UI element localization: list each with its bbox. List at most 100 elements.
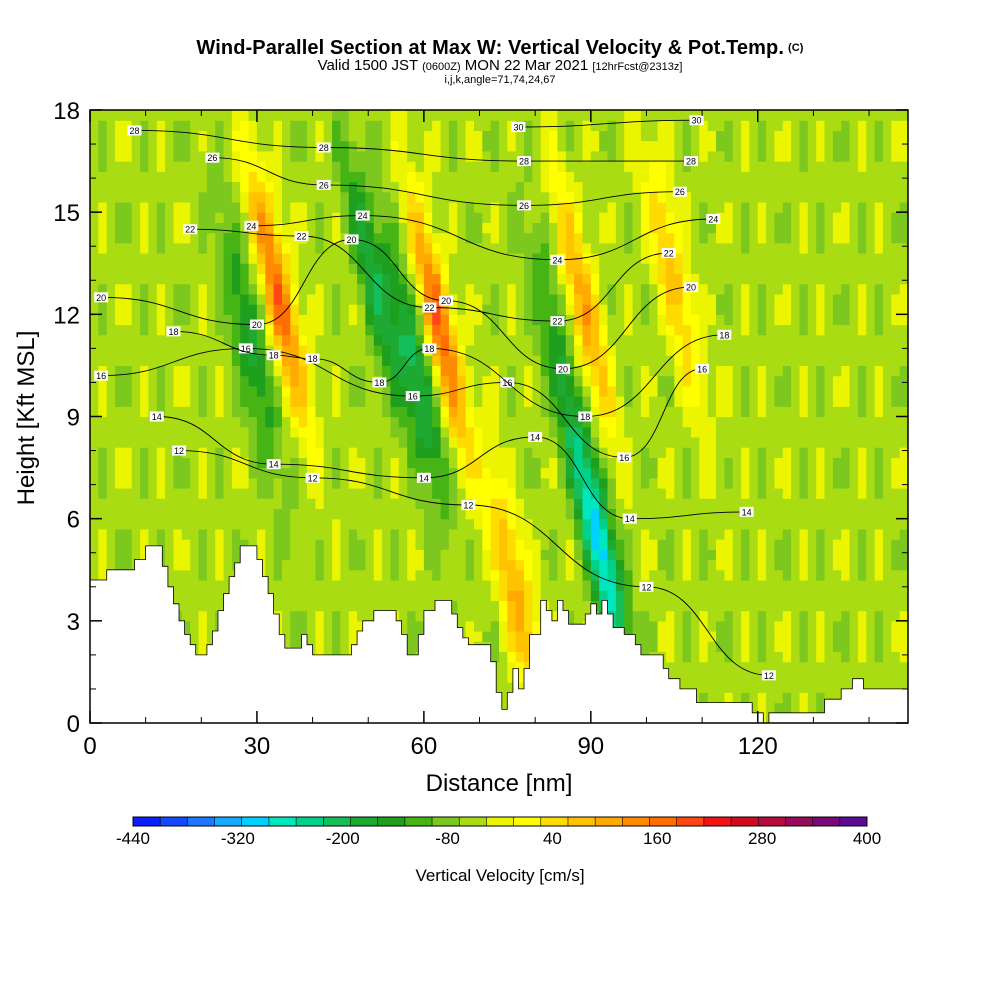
- terrain-outline: [90, 545, 908, 724]
- colorbar-swatch: [214, 817, 243, 826]
- y-tick-label: 6: [67, 507, 80, 534]
- contour-label: 26: [517, 200, 532, 211]
- contour-label: 26: [316, 179, 331, 190]
- contour-label: 24: [355, 210, 370, 221]
- colorbar-swatch: [758, 817, 786, 826]
- contour-label: 28: [316, 142, 331, 153]
- x-tick-label: 30: [244, 733, 271, 760]
- y-tick-label: 12: [53, 302, 80, 329]
- colorbar-label: Vertical Velocity [cm/s]: [415, 866, 584, 885]
- colorbar: -440 -320 -200 -80 40 160 280 400: [116, 816, 881, 848]
- contour-label: 28: [517, 156, 532, 167]
- x-axis-label: Distance [nm]: [426, 770, 573, 797]
- colorbar-tick-label: -80: [435, 829, 460, 848]
- contour-label: 18: [266, 350, 281, 361]
- theta-contour-30: [518, 119, 697, 128]
- colorbar-swatch: [296, 817, 324, 826]
- contour-label: 12: [461, 500, 476, 511]
- forecast-info: [12hrFcst@2313z]: [592, 61, 683, 73]
- colorbar-swatch: [241, 817, 270, 826]
- colorbar-swatch: [187, 817, 215, 826]
- copyright-mark: (C): [787, 42, 804, 54]
- contour-label: 16: [695, 363, 710, 374]
- colorbar-swatch: [432, 817, 460, 826]
- contour-label: 24: [706, 213, 721, 224]
- valid-date: MON 22 Mar 2021: [464, 57, 589, 74]
- contour-label: 14: [528, 431, 543, 442]
- y-axis-label: Height [Kft MSL]: [13, 331, 40, 506]
- contour-label: 18: [717, 329, 732, 340]
- contour-label: 20: [555, 363, 570, 374]
- contour-label: 26: [205, 152, 220, 163]
- contour-label: 20: [439, 295, 454, 306]
- contour-label: 14: [149, 411, 164, 422]
- theta-contour-24: [251, 215, 714, 261]
- colorbar-swatch: [622, 817, 650, 826]
- contour-label: 22: [422, 302, 437, 313]
- contour-label: 28: [127, 125, 142, 136]
- theta-contour-20: [101, 238, 692, 370]
- contour-label: 16: [405, 391, 420, 402]
- x-tick-label: 90: [577, 733, 604, 760]
- terrain: [90, 545, 908, 723]
- contour-label: 18: [305, 353, 320, 364]
- colorbar-swatch: [459, 817, 487, 826]
- contour-label: 14: [266, 459, 281, 470]
- colorbar-tick-label: 280: [748, 829, 776, 848]
- colorbar-swatch: [404, 817, 433, 826]
- y-tick-label: 9: [67, 405, 80, 432]
- contour-label: 16: [94, 370, 109, 381]
- colorbar-swatch: [160, 817, 188, 826]
- title-text: Wind-Parallel Section at Max W: Vertical…: [196, 37, 784, 59]
- x-tick-label: 60: [411, 733, 438, 760]
- contour-label: 30: [689, 115, 704, 126]
- contour-label: 28: [683, 156, 698, 167]
- contour-label: 12: [761, 670, 776, 681]
- contour-label: 30: [511, 122, 526, 133]
- x-tick-label: 0: [83, 733, 96, 760]
- colorbar-swatch: [350, 817, 379, 826]
- x-tick-label: 120: [738, 733, 778, 760]
- grid-indices: i,j,k,angle=71,74,24,67: [444, 74, 556, 86]
- contour-label: 18: [372, 377, 387, 388]
- contour-label: 18: [166, 326, 181, 337]
- axes: 0 30 60 90 120 0 3 6 9 12 15 18: [53, 98, 908, 760]
- contour-label: 16: [238, 343, 253, 354]
- valid-line: Valid 1500 JST (0600Z) MON 22 Mar 2021 […: [0, 58, 1000, 75]
- contour-label: 14: [622, 513, 637, 524]
- colorbar-tick-label: 160: [643, 829, 671, 848]
- theta-contour-28: [134, 129, 691, 162]
- colorbar-swatch: [812, 817, 841, 826]
- contour-label: 12: [639, 581, 654, 592]
- colorbar-tick-label: -320: [221, 829, 255, 848]
- valid-utc: (0600Z): [422, 61, 461, 73]
- colorbar-swatch: [595, 817, 623, 826]
- colorbar-swatch: [323, 817, 351, 826]
- contour-label: 22: [294, 231, 309, 242]
- colorbar-swatch: [731, 817, 759, 826]
- contour-label: 20: [683, 282, 698, 293]
- contour-label: 18: [578, 411, 593, 422]
- contour-label: 20: [249, 319, 264, 330]
- contour-label: 24: [550, 254, 565, 265]
- colorbar-swatch: [703, 817, 732, 826]
- contour-label: 22: [550, 316, 565, 327]
- colorbar-swatch: [676, 817, 705, 826]
- contour-label: 20: [344, 234, 359, 245]
- theta-contour-26: [212, 157, 680, 206]
- y-tick-label: 3: [67, 609, 80, 636]
- contour-label: 26: [672, 186, 687, 197]
- contour-label: 12: [172, 445, 187, 456]
- theta-contour-16: [101, 347, 703, 458]
- y-tick-label: 0: [67, 711, 80, 738]
- contour-label: 20: [94, 292, 109, 303]
- colorbar-swatch: [377, 817, 406, 826]
- contour-label: 22: [661, 248, 676, 259]
- colorbar-tick-label: 40: [543, 829, 562, 848]
- valid-prefix: Valid 1500 JST: [317, 57, 418, 74]
- contour-label: 14: [739, 506, 754, 517]
- colorbar-swatch: [839, 817, 868, 826]
- colorbar-swatch: [540, 817, 569, 826]
- theta-contour-12: [178, 450, 769, 676]
